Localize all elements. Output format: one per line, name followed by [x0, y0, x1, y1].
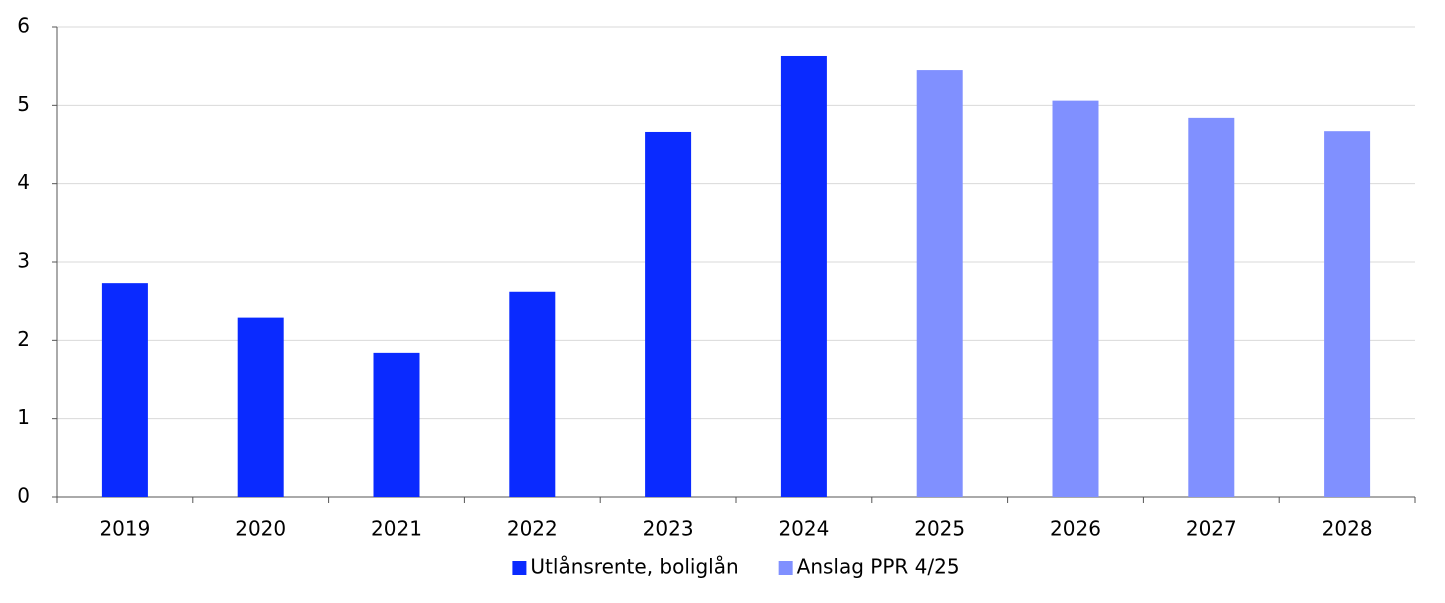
- y-tick-label: 2: [17, 327, 30, 351]
- x-tick-label: 2020: [235, 517, 286, 541]
- bar: [101, 283, 148, 497]
- x-tick-label: 2019: [99, 517, 150, 541]
- legend-swatch: [778, 561, 793, 575]
- x-tick-label: 2028: [1322, 517, 1373, 541]
- y-tick-label: 4: [17, 170, 30, 194]
- x-tick-label: 2025: [914, 517, 965, 541]
- y-tick-label: 0: [17, 484, 30, 508]
- legend-label: Anslag PPR 4/25: [797, 555, 960, 579]
- x-tick-label: 2024: [778, 517, 829, 541]
- bar: [1324, 131, 1371, 497]
- bar: [373, 352, 420, 497]
- legend-label: Utlånsrente, boliglån: [530, 555, 738, 579]
- bar: [1188, 117, 1235, 497]
- bar: [237, 317, 284, 497]
- bar: [645, 131, 692, 497]
- bar: [780, 55, 827, 497]
- y-tick-label: 3: [17, 249, 30, 273]
- x-tick-label: 2022: [507, 517, 558, 541]
- x-tick-label: 2021: [371, 517, 422, 541]
- y-tick-label: 6: [17, 14, 30, 38]
- bar: [1052, 100, 1099, 497]
- x-tick-label: 2027: [1186, 517, 1237, 541]
- y-tick-label: 1: [17, 405, 30, 429]
- x-tick-label: 2026: [1050, 517, 1101, 541]
- x-tick-label: 2023: [643, 517, 694, 541]
- bar: [916, 70, 963, 497]
- legend-swatch: [512, 561, 527, 575]
- bar: [509, 291, 556, 497]
- y-tick-label: 5: [17, 92, 30, 116]
